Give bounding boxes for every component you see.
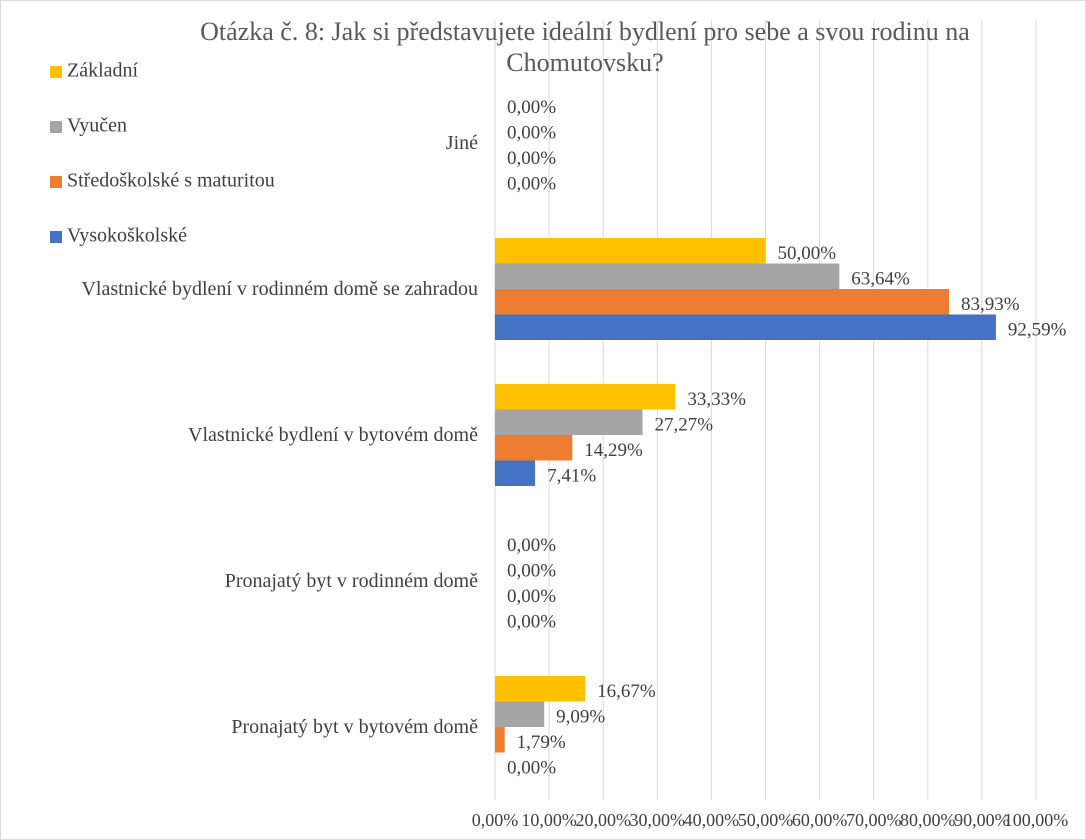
value-label: 83,93% — [961, 294, 1020, 315]
value-label: 0,00% — [507, 758, 556, 779]
bar — [495, 409, 643, 435]
x-tick-label: 10,00% — [521, 810, 577, 830]
y-tick-label: Vlastnické bydlení v rodinném domě se za… — [81, 277, 478, 300]
x-tick-label: 80,00% — [900, 810, 956, 830]
y-tick-label: Pronajatý byt v rodinném domě — [224, 569, 478, 592]
value-label: 50,00% — [778, 243, 837, 264]
x-tick-label: 40,00% — [684, 810, 740, 830]
bar — [495, 238, 766, 264]
value-label: 16,67% — [597, 681, 656, 702]
value-label: 0,00% — [507, 97, 556, 118]
value-label: 0,00% — [507, 612, 556, 633]
bar — [495, 460, 536, 486]
x-tick-label: 30,00% — [630, 810, 686, 830]
x-tick-label: 50,00% — [738, 810, 794, 830]
legend-swatch — [50, 121, 62, 133]
y-tick-label: Vlastnické bydlení v bytovém domě — [188, 423, 478, 446]
x-tick-label: 100,00% — [1004, 810, 1069, 830]
legend-label: Základní — [67, 60, 139, 82]
y-tick-label: Jiné — [445, 131, 478, 154]
legend-swatch — [50, 231, 62, 243]
bar — [495, 384, 676, 410]
value-label: 0,00% — [507, 586, 556, 607]
x-tick-label: 0,00% — [472, 810, 519, 830]
bar — [495, 263, 840, 289]
bar — [495, 701, 545, 727]
value-label: 33,33% — [687, 389, 746, 410]
bar — [495, 676, 586, 702]
value-label: 63,64% — [851, 269, 910, 290]
chart-title: Otázka č. 8: Jak si představujete ideáln… — [200, 17, 970, 77]
value-label: 7,41% — [547, 466, 596, 487]
value-label: 27,27% — [655, 415, 714, 436]
legend-label: Vysokoškolské — [67, 225, 187, 247]
value-label: 92,59% — [1008, 320, 1067, 341]
x-tick-label: 90,00% — [954, 810, 1010, 830]
value-label: 0,00% — [507, 535, 556, 556]
value-label: 0,00% — [507, 123, 556, 144]
y-tick-label: Pronajatý byt v bytovém domě — [231, 715, 478, 738]
bar — [495, 435, 573, 461]
value-label: 1,79% — [517, 732, 566, 753]
value-label: 0,00% — [507, 561, 556, 582]
bar — [495, 727, 505, 753]
legend-label: Vyučen — [67, 115, 127, 137]
value-label: 0,00% — [507, 148, 556, 169]
legend-swatch — [50, 66, 62, 78]
x-tick-label: 60,00% — [792, 810, 848, 830]
value-label: 0,00% — [507, 174, 556, 195]
value-label: 14,29% — [584, 440, 643, 461]
x-tick-label: 20,00% — [575, 810, 631, 830]
bar — [495, 314, 996, 340]
value-label: 9,09% — [556, 707, 605, 728]
bar — [495, 289, 950, 315]
legend-swatch — [50, 176, 62, 188]
legend-label: Středoškolské s maturitou — [67, 170, 275, 192]
x-tick-label: 70,00% — [846, 810, 902, 830]
